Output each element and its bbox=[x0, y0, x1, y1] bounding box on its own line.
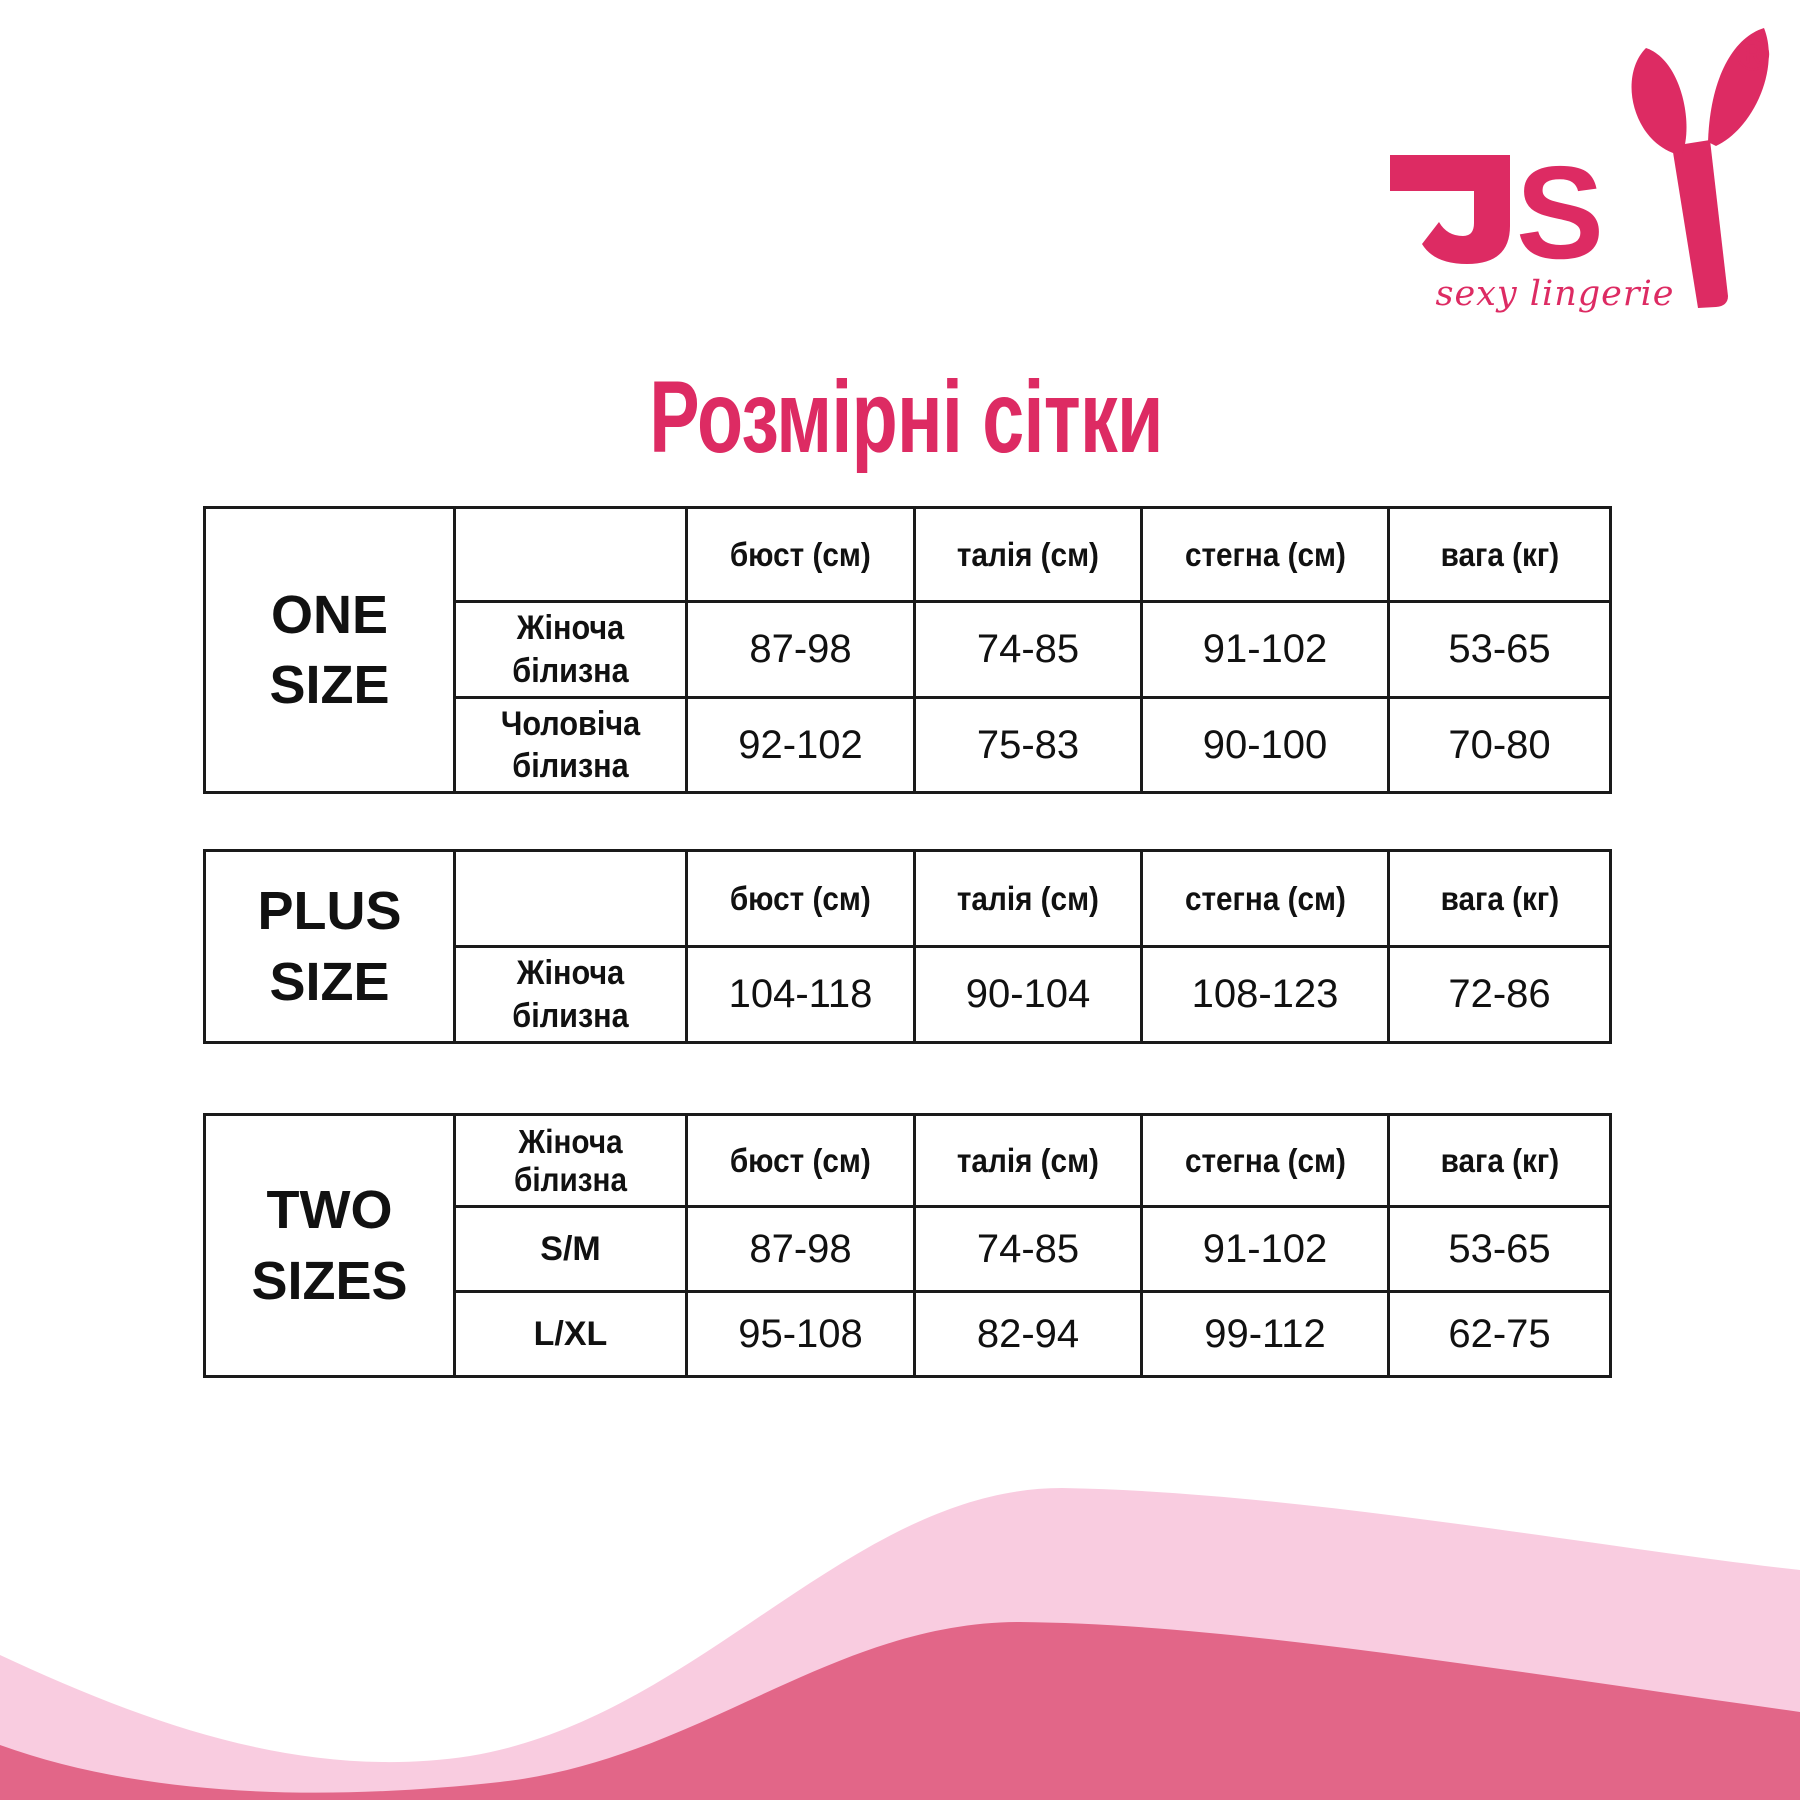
table-row: TWO SIZES Жіноча білизна бюст (см) талія… bbox=[203, 1113, 1612, 1378]
column-header-hips: стегна (см) bbox=[1140, 849, 1390, 948]
row-label: Чоловіча білизна bbox=[453, 696, 688, 794]
column-header-text: стегна (см) bbox=[1184, 879, 1346, 917]
table-row: Чоловіча білизна 92-102 75-83 90-100 70-… bbox=[205, 696, 1612, 794]
row-label-sm: S/M bbox=[453, 1205, 688, 1293]
table-cell: 87-98 bbox=[685, 1205, 916, 1293]
plus-size-table: PLUS SIZE бюст (см) талія (см) стегна (с… bbox=[203, 849, 1612, 1044]
column-header-text: талія (см) bbox=[956, 879, 1100, 917]
corner-cell bbox=[453, 506, 688, 603]
table-cell: 95-108 bbox=[685, 1290, 916, 1378]
size-label-line: ONE bbox=[270, 584, 389, 645]
footer-wave-decoration bbox=[0, 1488, 1800, 1800]
column-header-hips: стегна (см) bbox=[1140, 1113, 1390, 1208]
table-row: S/M 87-98 74-85 91-102 53-65 bbox=[205, 1205, 1612, 1293]
table-cell: 74-85 bbox=[913, 1205, 1143, 1293]
logo-letter-s: S bbox=[1516, 139, 1604, 286]
table-cell: 92-102 bbox=[685, 696, 916, 794]
two-sizes-table: TWO SIZES Жіноча білизна бюст (см) талія… bbox=[203, 1113, 1612, 1378]
table-cell: 82-94 bbox=[913, 1290, 1143, 1378]
column-header-hips: стегна (см) bbox=[1140, 506, 1390, 603]
size-group-label: ONE SIZE bbox=[203, 506, 456, 794]
column-header-waist: талія (см) bbox=[913, 506, 1143, 603]
column-header-text: бюст (см) bbox=[730, 879, 871, 917]
column-header-bust: бюст (см) bbox=[685, 1113, 916, 1208]
column-header-text: талія (см) bbox=[956, 535, 1100, 573]
row-label-lxl: L/XL bbox=[453, 1290, 688, 1378]
page-title: Розмірні сітки bbox=[649, 360, 1163, 474]
row-label: Жіноча білизна bbox=[453, 945, 688, 1044]
table-cell: 70-80 bbox=[1387, 696, 1612, 794]
column-header-weight: вага (кг) bbox=[1387, 506, 1612, 603]
column-header-text: стегна (см) bbox=[1184, 1141, 1346, 1179]
wave-medium-pink bbox=[0, 1622, 1800, 1800]
table-cell: 62-75 bbox=[1387, 1290, 1612, 1378]
column-header-weight: вага (кг) bbox=[1387, 1113, 1612, 1208]
corner-cell bbox=[453, 849, 688, 948]
column-header-text: стегна (см) bbox=[1184, 535, 1346, 573]
size-label-line: PLUS bbox=[257, 881, 402, 942]
size-label-line: SIZES bbox=[251, 1250, 408, 1311]
table-row: ONE SIZE бюст (см) талія (см) стегна (см… bbox=[203, 506, 1612, 794]
jsy-logo-icon: S ® bbox=[1390, 28, 1770, 308]
one-size-table: ONE SIZE бюст (см) талія (см) стегна (см… bbox=[203, 506, 1612, 794]
row-label-text: Жіноча білизна bbox=[512, 609, 629, 690]
row-label-text: Жіноча білизна bbox=[512, 954, 629, 1035]
table-cell: 74-85 bbox=[913, 600, 1143, 699]
table-row: Жіноча білизна 87-98 74-85 91-102 53-65 bbox=[205, 600, 1612, 699]
column-header-text: вага (кг) bbox=[1440, 535, 1559, 573]
column-header-text: талія (см) bbox=[956, 1141, 1100, 1179]
table-cell: 91-102 bbox=[1140, 600, 1390, 699]
size-group-label: PLUS SIZE bbox=[203, 849, 456, 1044]
row-label: Жіноча білизна bbox=[453, 600, 688, 699]
column-header-waist: талія (см) bbox=[913, 1113, 1143, 1208]
table-row: L/XL 95-108 82-94 99-112 62-75 bbox=[205, 1290, 1612, 1378]
table-cell: 99-112 bbox=[1140, 1290, 1390, 1378]
table-cell: 72-86 bbox=[1387, 945, 1612, 1044]
table-cell: 104-118 bbox=[685, 945, 916, 1044]
table-row: PLUS SIZE бюст (см) талія (см) стегна (с… bbox=[203, 849, 1612, 1044]
size-label-line: TWO bbox=[266, 1180, 393, 1241]
column-header-bust: бюст (см) bbox=[685, 849, 916, 948]
table-cell: 90-100 bbox=[1140, 696, 1390, 794]
table-cell: 91-102 bbox=[1140, 1205, 1390, 1293]
registered-trademark-icon: ® bbox=[1736, 28, 1770, 80]
table-cell: 75-83 bbox=[913, 696, 1143, 794]
brand-logo: S ® sexy lingerie bbox=[1380, 18, 1790, 318]
column-header-waist: талія (см) bbox=[913, 849, 1143, 948]
logo-tagline: sexy lingerie bbox=[1435, 274, 1675, 314]
table-cell: 53-65 bbox=[1387, 1205, 1612, 1293]
table-cell: 108-123 bbox=[1140, 945, 1390, 1044]
corner-cell: Жіноча білизна bbox=[453, 1113, 688, 1208]
column-header-text: вага (кг) bbox=[1440, 879, 1559, 917]
size-label-line: SIZE bbox=[269, 655, 390, 715]
column-header-bust: бюст (см) bbox=[685, 506, 916, 603]
size-group-label: TWO SIZES bbox=[203, 1113, 456, 1378]
column-header-weight: вага (кг) bbox=[1387, 849, 1612, 948]
row-label-text: Чоловіча білизна bbox=[500, 704, 641, 786]
table-cell: 87-98 bbox=[685, 600, 916, 699]
column-header-text: бюст (см) bbox=[730, 1141, 871, 1179]
table-cell: 53-65 bbox=[1387, 600, 1612, 699]
size-label-line: SIZE bbox=[269, 951, 390, 1012]
column-header-text: вага (кг) bbox=[1440, 1141, 1559, 1179]
table-cell: 90-104 bbox=[913, 945, 1143, 1044]
table-row: Жіноча білизна 104-118 90-104 108-123 72… bbox=[205, 945, 1612, 1044]
corner-cell-text: Жіноча білизна bbox=[514, 1122, 627, 1198]
column-header-text: бюст (см) bbox=[730, 535, 871, 573]
